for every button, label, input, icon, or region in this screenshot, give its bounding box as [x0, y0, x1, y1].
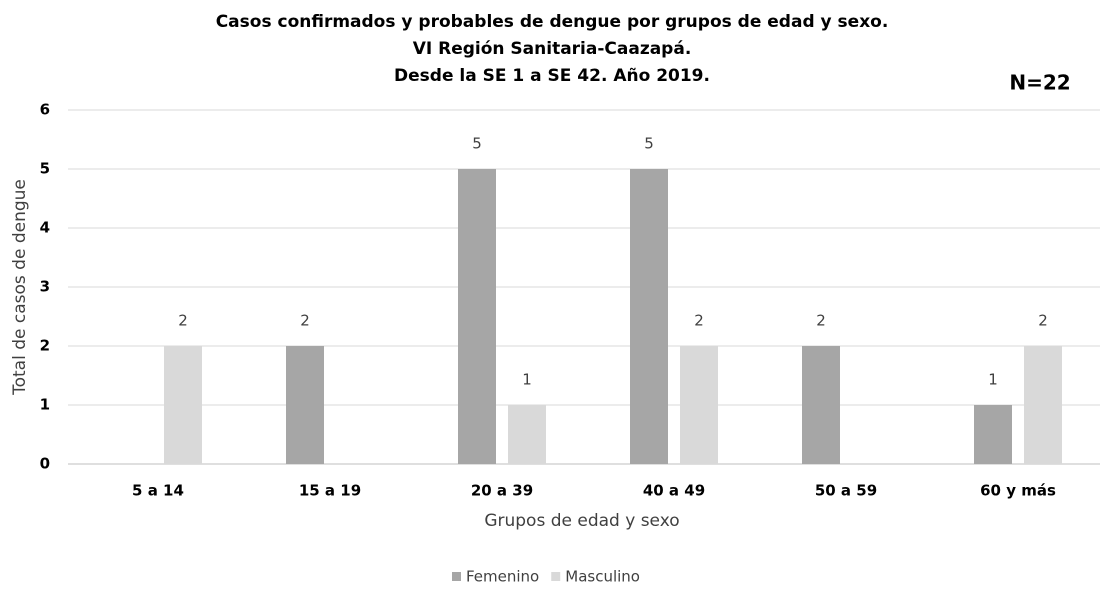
bar [458, 169, 496, 464]
y-tick-label: 5 [40, 160, 50, 178]
bar [630, 169, 668, 464]
y-tick-label: 6 [40, 101, 50, 119]
x-axis-label: Grupos de edad y sexo [484, 511, 679, 531]
legend-label: Femenino [466, 568, 539, 586]
y-tick-label: 2 [40, 337, 50, 355]
data-label: 1 [988, 371, 998, 389]
data-label: 1 [522, 371, 532, 389]
data-label: 2 [1038, 312, 1048, 330]
y-tick-label: 3 [40, 278, 50, 296]
x-tick-label: 60 y más [980, 482, 1056, 500]
chart-title-line: Desde la SE 1 a SE 42. Año 2019. [394, 66, 710, 86]
y-tick-label: 0 [40, 455, 50, 473]
bar [508, 405, 546, 464]
data-label: 2 [694, 312, 704, 330]
data-label: 5 [472, 135, 482, 153]
bar [164, 346, 202, 464]
legend-swatch [452, 572, 461, 581]
data-label: 2 [816, 312, 826, 330]
x-tick-label: 5 a 14 [132, 482, 184, 500]
bar [286, 346, 324, 464]
data-label: 2 [300, 312, 310, 330]
chart-title-line: Casos confirmados y probables de dengue … [216, 12, 889, 32]
x-tick-label: 15 a 19 [299, 482, 361, 500]
x-tick-label: 40 a 49 [643, 482, 705, 500]
y-axis-label: Total de casos de dengue [10, 179, 30, 396]
data-label: 5 [644, 135, 654, 153]
bar [1024, 346, 1062, 464]
chart-title-line: VI Región Sanitaria-Caazapá. [413, 39, 692, 59]
bar [974, 405, 1012, 464]
bar [802, 346, 840, 464]
x-tick-label: 50 a 59 [815, 482, 877, 500]
y-tick-label: 4 [40, 219, 50, 237]
annotation: N=22 [1009, 71, 1070, 95]
data-label: 2 [178, 312, 188, 330]
bar [680, 346, 718, 464]
x-tick-label: 20 a 39 [471, 482, 533, 500]
legend-swatch [551, 572, 561, 581]
y-tick-label: 1 [40, 396, 50, 414]
legend-label: Masculino [565, 568, 640, 586]
